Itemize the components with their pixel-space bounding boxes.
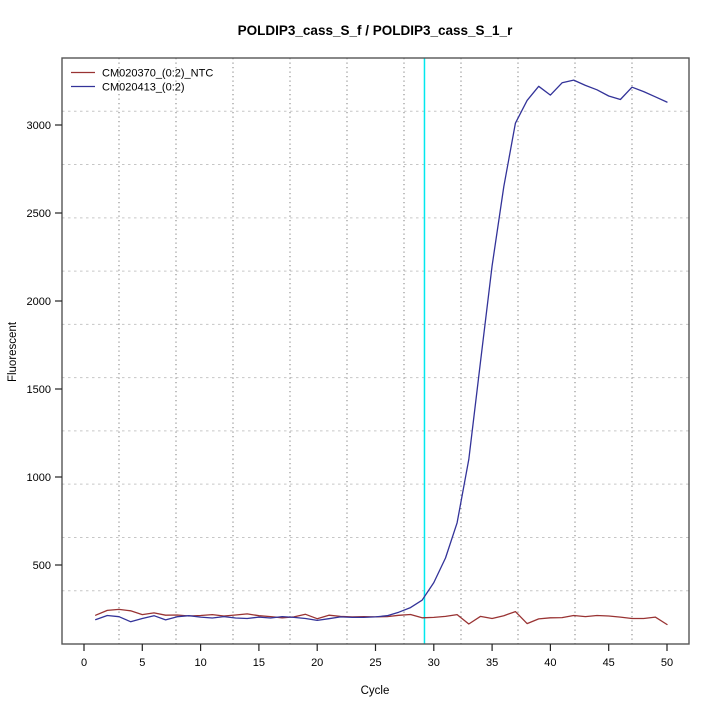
y-axis-label: Fluorescent — [7, 321, 19, 382]
x-tick-label: 35 — [486, 657, 498, 669]
x-tick-label: 40 — [544, 657, 556, 669]
plot-border — [61, 57, 690, 645]
x-tick-label: 0 — [81, 657, 87, 669]
x-tick-label: 45 — [603, 657, 615, 669]
x-tick-label: 20 — [311, 657, 323, 669]
x-tick-label: 10 — [194, 657, 206, 669]
y-tick-label: 3000 — [27, 120, 51, 132]
x-tick-label: 50 — [661, 657, 673, 669]
x-tick-label: 15 — [253, 657, 265, 669]
legend-label-sample: CM020413_(0:2) — [102, 82, 185, 94]
series-layer — [95, 79, 668, 626]
legend: CM020370_(0:2)_NTC CM020413_(0:2) — [71, 68, 213, 94]
x-tick-label: 30 — [428, 657, 440, 669]
y-tick-label: 1000 — [27, 472, 51, 484]
y-tick-label: 2000 — [27, 296, 51, 308]
y-tick-label: 2500 — [27, 208, 51, 220]
y-tick-label: 1500 — [27, 384, 51, 396]
x-axis-label: Cycle — [361, 685, 390, 697]
y-tick-label: 500 — [33, 560, 51, 572]
x-tick-label: 25 — [369, 657, 381, 669]
plot-title: POLDIP3_cass_S_f / POLDIP3_cass_S_1_r — [238, 23, 513, 38]
grid-layer — [62, 58, 689, 644]
axes-layer: 0 5 10 15 20 25 30 35 40 45 50 500 1000 1500 2000 2500 3… — [27, 57, 690, 669]
x-tick-label: 5 — [139, 657, 145, 669]
legend-label-ntc: CM020370_(0:2)_NTC — [102, 68, 213, 80]
series-curve-1 — [95, 79, 668, 623]
